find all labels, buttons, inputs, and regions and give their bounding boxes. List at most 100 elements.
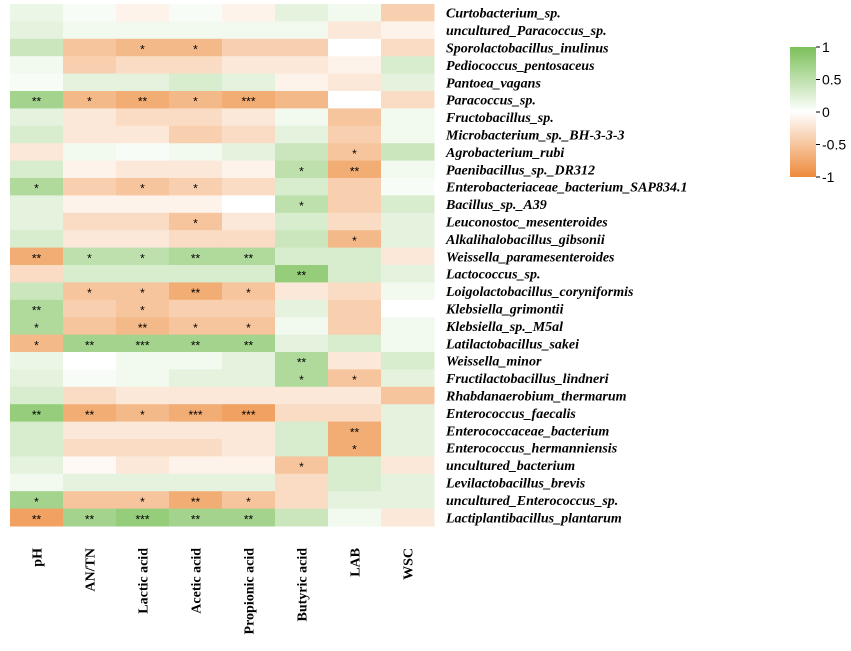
heatmap-cell [222,282,276,301]
heatmap-cell [116,334,170,353]
heatmap-cell [169,91,223,109]
heatmap-cell [381,439,435,457]
heatmap-cell [169,352,223,370]
heatmap-cell [169,473,223,492]
color-legend: 1 0.5 0 -0.5 -1 [790,39,846,185]
significance-mark: * [193,217,198,231]
heatmap-cell [381,456,435,475]
heatmap-cell [169,73,223,92]
heatmap-cell [222,195,276,214]
heatmap-cell [328,21,382,40]
significance-mark: * [140,286,145,300]
significance-mark: ** [191,251,201,265]
row-label: Fructilactobacillus_lindneri [445,372,609,387]
heatmap-cell [63,404,117,423]
heatmap-cell [222,4,276,22]
heatmap-cell [328,369,382,388]
heatmap-cell [381,369,435,388]
heatmap-cell [116,508,170,527]
heatmap-cell [328,91,382,109]
significance-mark: * [34,495,39,509]
heatmap-cell [63,386,117,405]
heatmap-cell [116,456,170,475]
heatmap-cell [275,38,329,57]
significance-mark: ** [32,512,42,526]
heatmap-cell [63,230,117,249]
row-label: Agrobacterium_rubi [445,146,564,161]
heatmap-cell [328,317,382,336]
heatmap-cell [275,143,329,162]
significance-mark: ** [191,512,201,526]
heatmap-cell [275,73,329,92]
heatmap-cell [222,299,276,318]
row-label: Paenibacillus_sp._DR312 [446,163,595,178]
heatmap-cell [169,160,223,179]
heatmap-cell [275,212,329,231]
significance-mark: ** [85,512,95,526]
heatmap-cell [381,125,435,144]
column-label: pH [31,548,46,567]
heatmap-cell [222,439,276,457]
heatmap-cell [63,299,117,318]
row-label: Paracoccus_sp. [446,94,536,109]
heatmap-cell [275,421,329,440]
heatmap-cell [328,386,382,405]
row-label: Rhabdanaerobium_thermarum [445,390,627,405]
significance-mark: ** [244,512,254,526]
row-label: Lactiplantibacillus_plantarum [445,511,622,526]
row-label: Latilactobacillus_sakei [445,337,579,352]
heatmap-cell [63,195,117,214]
heatmap-cell [10,195,64,214]
heatmap-cell [116,108,170,127]
row-label: Klebsiella_grimontii [445,303,564,318]
heatmap-cell [275,178,329,196]
heatmap-cell [381,352,435,370]
heatmap-cell [169,456,223,475]
row-label: Loigolactobacillus_coryniformis [445,285,634,300]
significance-mark: * [299,199,304,213]
heatmap-cell [328,230,382,249]
heatmap-cell [63,125,117,144]
significance-mark: ** [138,95,148,109]
heatmap-cell [116,491,170,510]
heatmap-cell [222,491,276,510]
heatmap-cell [116,473,170,492]
heatmap-cell [381,195,435,214]
heatmap-cell [275,334,329,353]
heatmap-cell [222,125,276,144]
significance-mark: * [34,182,39,196]
row-label: Alkalihalobacillus_gibsonii [445,233,605,248]
row-label: Lactococcus_sp. [445,268,540,283]
heatmap-cell [275,91,329,109]
significance-mark: * [352,147,357,161]
significance-mark: *** [241,95,255,109]
heatmap-cell [222,247,276,266]
row-label: uncultured_Enterococcus_sp. [446,494,618,509]
heatmap-cell [169,334,223,353]
heatmap-cell [116,38,170,57]
column-label: Acetic acid [190,548,205,614]
row-label: Enterococcus_faecalis [445,407,576,422]
significance-mark: ** [32,95,42,109]
significance-mark: * [34,338,39,352]
heatmap-cell [10,404,64,423]
heatmap-cell [10,125,64,144]
heatmap-cell [169,421,223,440]
heatmap-cell [275,195,329,214]
heatmap-cell [381,21,435,40]
heatmap-cell [222,508,276,527]
heatmap-cell [169,299,223,318]
row-labels: Curtobacterium_sp. uncultured_Paracoccus_… [445,7,687,527]
row-label: Curtobacterium_sp. [446,7,561,22]
heatmap-cell [328,178,382,196]
heatmap-cell [275,386,329,405]
heatmap-cell [63,178,117,196]
row-label: uncultured_bacterium [446,459,575,474]
column-label: Butyric acid [296,548,311,622]
heatmap-cell [116,386,170,405]
column-label: LAB [349,548,364,577]
heatmap-cell [10,491,64,510]
color-legend-bar [790,47,816,177]
heatmap-cell [328,160,382,179]
heatmap-cell [63,38,117,57]
